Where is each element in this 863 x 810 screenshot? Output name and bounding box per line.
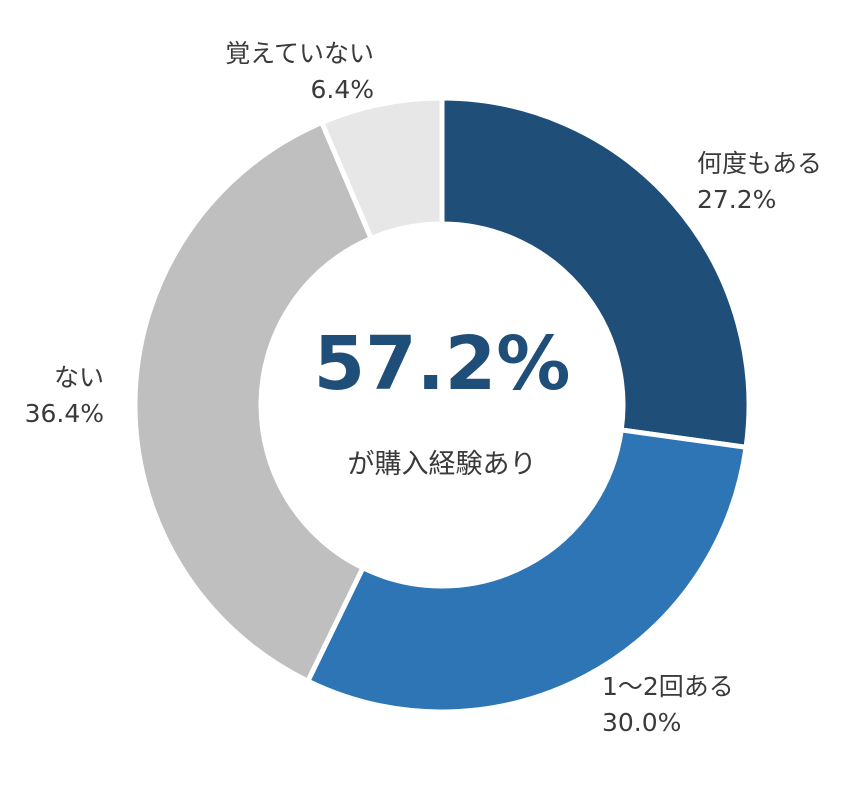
center-total-value: 57.2%: [314, 321, 571, 407]
slice-label-name-3: 覚えていない: [225, 39, 374, 68]
center-caption: が購入経験あり: [348, 449, 537, 480]
donut-slices: [132, 95, 752, 715]
donut-slice-3: [318, 95, 445, 242]
slice-label-value-3: 6.4%: [310, 75, 374, 104]
slice-label-value-1: 30.0%: [602, 708, 681, 737]
donut-slice-1: [304, 427, 749, 715]
slice-label-name-2: ない: [54, 363, 104, 392]
slice-label-name-0: 何度もある: [697, 149, 822, 178]
slice-label-name-1: 1〜2回ある: [602, 672, 734, 701]
slice-label-value-0: 27.2%: [697, 185, 776, 214]
donut-slice-2: [132, 119, 375, 685]
donut-slice-0: [439, 95, 752, 451]
slice-label-value-2: 36.4%: [25, 399, 104, 428]
